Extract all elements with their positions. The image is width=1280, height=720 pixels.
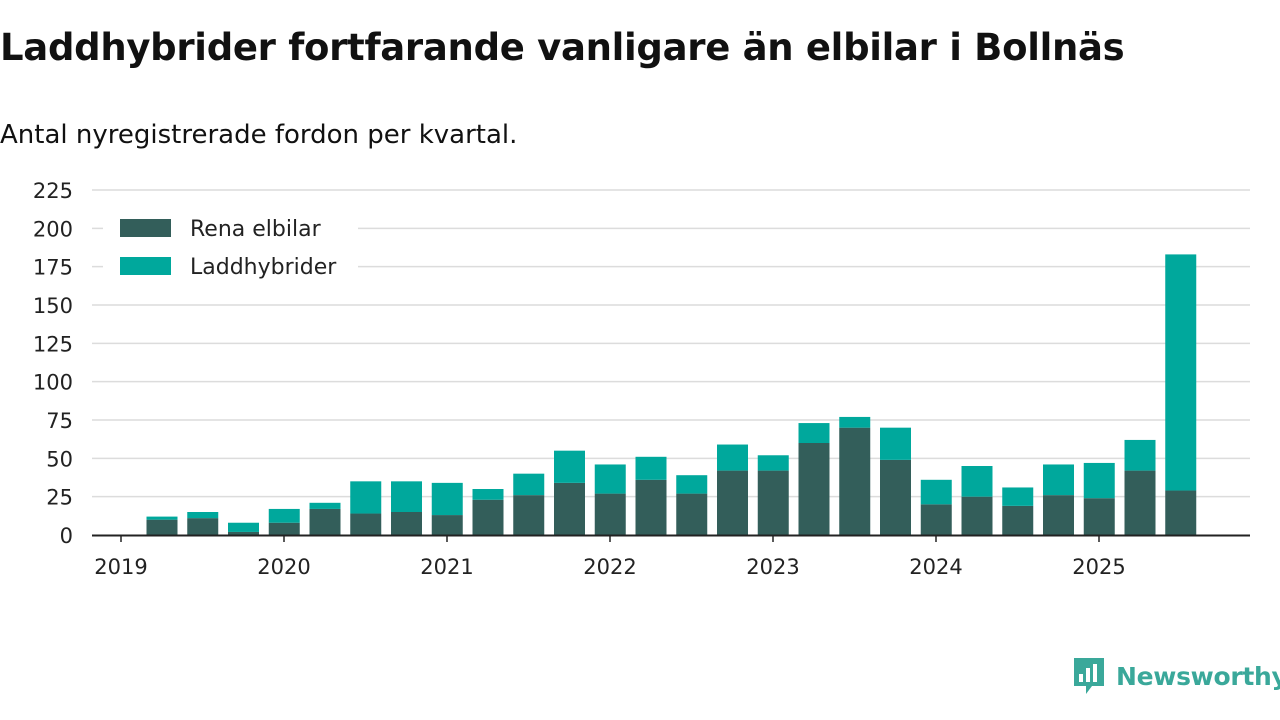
y-tick-label: 175 xyxy=(33,256,73,280)
legend-rena-elbilar-swatch xyxy=(120,219,171,237)
bar-rena-elbilar xyxy=(1124,470,1156,535)
bar-rena-elbilar xyxy=(268,522,300,535)
bar-rena-elbilar xyxy=(1165,490,1197,535)
legend-laddhybrider-swatch xyxy=(120,257,171,275)
bar-rena-elbilar xyxy=(1002,505,1034,535)
bar-rena-elbilar xyxy=(228,531,259,535)
bar-laddhybrider xyxy=(309,502,341,509)
bar-laddhybrider xyxy=(1002,487,1034,506)
bar-laddhybrider xyxy=(757,455,789,471)
y-tick-label: 150 xyxy=(33,294,73,318)
bar-rena-elbilar xyxy=(594,493,626,535)
bar-laddhybrider xyxy=(839,416,871,428)
y-tick-label: 75 xyxy=(46,409,73,433)
bar-laddhybrider xyxy=(961,466,993,497)
bar-rena-elbilar xyxy=(146,519,178,535)
brand-name: Newsworthy xyxy=(1116,661,1280,691)
bar-rena-elbilar xyxy=(513,495,545,535)
y-tick-label: 125 xyxy=(33,332,73,356)
bar-laddhybrider xyxy=(431,482,463,516)
bar-laddhybrider xyxy=(1083,462,1115,499)
y-tick-label: 25 xyxy=(46,486,73,510)
x-tick-label: 2022 xyxy=(583,555,636,579)
bar-laddhybrider xyxy=(635,456,667,480)
y-tick-label: 0 xyxy=(60,524,73,548)
bar-rena-elbilar xyxy=(920,504,952,535)
bar-laddhybrider xyxy=(880,427,911,460)
bar-rena-elbilar xyxy=(431,515,463,535)
bar-laddhybrider xyxy=(350,481,382,514)
y-axis-ticks: 0 25 50 75 100 125 150 175 200 225 xyxy=(33,179,73,548)
bar-rena-elbilar xyxy=(676,493,708,535)
bar-laddhybrider xyxy=(676,475,708,494)
bar-laddhybrider xyxy=(268,508,300,523)
newsworthy-logo-icon xyxy=(1074,658,1104,694)
bar-laddhybrider xyxy=(391,481,422,512)
bar-rena-elbilar xyxy=(1083,498,1115,535)
bar-rena-elbilar xyxy=(1043,495,1074,535)
legend: Rena elbilar Laddhybrider xyxy=(103,208,358,282)
bar-laddhybrider xyxy=(513,473,545,496)
x-tick-label: 2019 xyxy=(94,555,147,579)
bar-rena-elbilar xyxy=(961,496,993,535)
x-tick-label: 2020 xyxy=(257,555,310,579)
y-tick-label: 100 xyxy=(33,371,73,395)
bar-rena-elbilar xyxy=(880,459,911,535)
bar-rena-elbilar xyxy=(350,513,382,535)
bar-laddhybrider xyxy=(1165,254,1197,491)
bar-rena-elbilar xyxy=(717,470,748,535)
bar-laddhybrider xyxy=(1043,464,1074,496)
bar-rena-elbilar xyxy=(391,512,422,535)
bars xyxy=(146,254,1197,535)
bar-laddhybrider xyxy=(1124,439,1156,471)
x-tick-label: 2021 xyxy=(420,555,473,579)
x-tick-label: 2024 xyxy=(909,555,962,579)
y-tick-label: 200 xyxy=(33,217,73,241)
chart-title: Laddhybrider fortfarande vanligare än el… xyxy=(0,26,1125,69)
bar-laddhybrider xyxy=(717,444,748,471)
x-axis: 2019 2020 2021 2022 2023 2024 2025 xyxy=(92,534,1250,579)
legend-laddhybrider-label: Laddhybrider xyxy=(190,255,337,280)
bar-rena-elbilar xyxy=(472,499,504,535)
bar-laddhybrider xyxy=(146,516,178,520)
x-tick-label: 2023 xyxy=(746,555,799,579)
bar-laddhybrider xyxy=(187,512,219,519)
bar-laddhybrider xyxy=(920,479,952,505)
bar-rena-elbilar xyxy=(757,470,789,535)
bar-rena-elbilar xyxy=(635,479,667,535)
bar-rena-elbilar xyxy=(839,427,871,535)
bar-laddhybrider xyxy=(472,489,504,500)
bar-rena-elbilar xyxy=(309,508,341,535)
bar-rena-elbilar xyxy=(554,482,585,535)
bar-rena-elbilar xyxy=(187,518,219,535)
bar-laddhybrider xyxy=(798,423,830,443)
chart-subtitle: Antal nyregistrerade fordon per kvartal. xyxy=(0,120,518,150)
legend-rena-elbilar-label: Rena elbilar xyxy=(190,217,322,242)
bar-laddhybrider xyxy=(554,450,585,483)
y-tick-label: 50 xyxy=(46,447,73,471)
bar-laddhybrider xyxy=(228,522,259,532)
x-tick-label: 2025 xyxy=(1072,555,1125,579)
brand-logo: Newsworthy xyxy=(1072,656,1280,696)
bar-rena-elbilar xyxy=(798,443,830,535)
y-tick-label: 225 xyxy=(33,179,73,203)
bar-laddhybrider xyxy=(594,464,626,494)
